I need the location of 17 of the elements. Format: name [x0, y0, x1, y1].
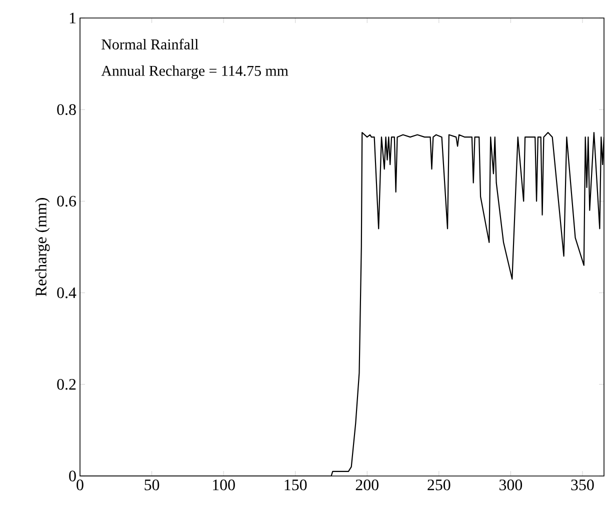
x-tick-label: 200 [356, 480, 378, 490]
y-axis-title: Recharge (mm) [35, 198, 50, 296]
x-tick-label: 100 [213, 480, 235, 490]
x-tick-label: 350 [571, 480, 594, 490]
y-tick-label: 0 [69, 470, 76, 482]
y-tick-label: 1 [70, 12, 76, 24]
x-tick-label: 300 [500, 480, 522, 490]
y-tick-label: 0.2 [57, 378, 76, 390]
y-tick-label: 0.4 [57, 287, 76, 298]
y-tick-label: 0.6 [57, 196, 76, 207]
x-tick-label: 0 [76, 480, 84, 490]
x-tick-label: 150 [284, 480, 307, 490]
annotation: Annual Recharge = 114.75 mm [101, 65, 288, 79]
x-tick-label: 50 [144, 480, 160, 490]
annotation: Normal Rainfall [102, 38, 198, 50]
x-tick-label: 250 [428, 480, 450, 490]
y-tick-label: 0.8 [57, 104, 76, 116]
